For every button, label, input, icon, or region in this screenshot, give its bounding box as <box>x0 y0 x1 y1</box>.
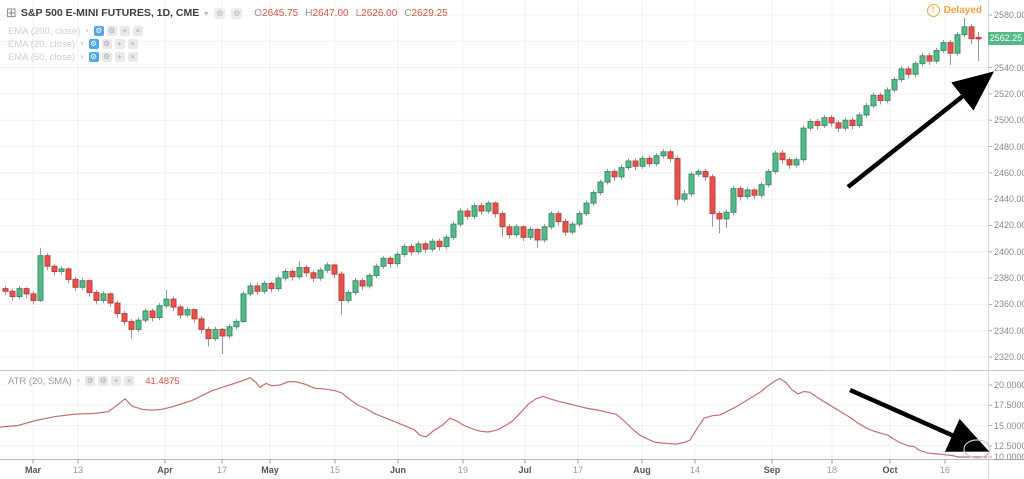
indicator-style-icon[interactable]: ⚙ <box>106 26 117 36</box>
time-axis-label: 17 <box>572 465 584 475</box>
symbol-settings-icon[interactable]: ⚙ <box>214 7 226 19</box>
indicator-remove-icon[interactable]: × <box>124 376 135 386</box>
symbol-title[interactable]: S&P 500 E-MINI FUTURES, 1D, CME <box>20 7 200 19</box>
symbol-compare-icon[interactable]: ⚙ <box>231 7 243 19</box>
price-axis-label: 2320.00 <box>994 352 1024 362</box>
symbol-caret-icon[interactable]: ▾ <box>204 8 209 18</box>
price-axis-label: 2440.00 <box>994 194 1024 205</box>
indicator-remove-icon[interactable]: × <box>127 39 138 49</box>
time-axis-label: Apr <box>157 465 173 475</box>
indicator-style-icon[interactable]: ⚙ <box>101 39 112 49</box>
indicator-remove-icon[interactable]: × <box>127 52 138 62</box>
price-axis-label: 2500.00 <box>994 115 1024 126</box>
trend-arrow-down[interactable] <box>849 387 990 452</box>
chart-menu-icon[interactable]: ⊞ <box>6 5 17 20</box>
time-axis-label: Sep <box>763 465 781 475</box>
time-axis-label: 15 <box>329 465 341 475</box>
price-axis-label: 2520.00 <box>994 88 1024 99</box>
price-axis-label: 2480.00 <box>994 141 1024 152</box>
indicator-remove-icon[interactable]: × <box>132 26 143 36</box>
indicator-settings-icon[interactable]: ⚙ <box>85 376 96 386</box>
price-axis-label: 2540.00 <box>994 62 1024 73</box>
arrow-tip-highlight <box>963 439 991 459</box>
atr-axis-label: 12.5000 <box>994 440 1024 451</box>
time-axis-label: Aug <box>633 465 651 475</box>
indicator-add-icon[interactable]: + <box>114 52 125 62</box>
time-axis-label: 13 <box>72 465 84 475</box>
time-axis-label: Mar <box>24 465 42 475</box>
time-axis-label: 14 <box>689 465 701 475</box>
price-axis-label: 2420.00 <box>994 220 1024 231</box>
price-axis-label: 2360.00 <box>994 299 1024 310</box>
time-axis-label: 19 <box>457 465 469 475</box>
atr-axis-label: 15.0000 <box>994 420 1024 431</box>
indicator-settings-icon[interactable]: ⚙ <box>88 39 99 49</box>
indicator-add-icon[interactable]: + <box>111 376 122 386</box>
time-axis-label: 16 <box>939 465 951 475</box>
price-axis-label: 2380.00 <box>994 273 1024 284</box>
time-axis-label: 17 <box>216 465 228 475</box>
price-axis-label: 2560.00 <box>994 36 1024 47</box>
atr-line <box>0 377 987 458</box>
price-axis-label: 2580.00 <box>994 10 1024 20</box>
price-axis-label: 2400.00 <box>994 246 1024 257</box>
atr-axis-label: 17.5000 <box>994 400 1024 411</box>
indicator-settings-icon[interactable]: ⚙ <box>93 26 104 36</box>
time-axis-label: Oct <box>882 465 898 475</box>
trend-arrow-up[interactable] <box>846 71 995 189</box>
time-axis-label: 18 <box>826 465 838 475</box>
indicator-add-icon[interactable]: + <box>119 26 130 36</box>
price-axis-label: 2340.00 <box>994 325 1024 336</box>
price-axis-label: 2460.00 <box>994 167 1024 178</box>
time-axis-label: Jul <box>518 465 532 475</box>
indicator-settings-icon[interactable]: ⚙ <box>88 52 99 62</box>
indicator-style-icon[interactable]: ⚙ <box>98 376 109 386</box>
indicator-style-icon[interactable]: ⚙ <box>101 52 112 62</box>
atr-axis-label: 20.0000 <box>994 380 1024 390</box>
time-axis-label: Jun <box>389 465 407 475</box>
atr-axis-label: 10.0000 <box>994 452 1024 462</box>
indicator-add-icon[interactable]: + <box>114 39 125 49</box>
candles-series <box>2 17 982 355</box>
time-axis-label: May <box>261 465 279 475</box>
